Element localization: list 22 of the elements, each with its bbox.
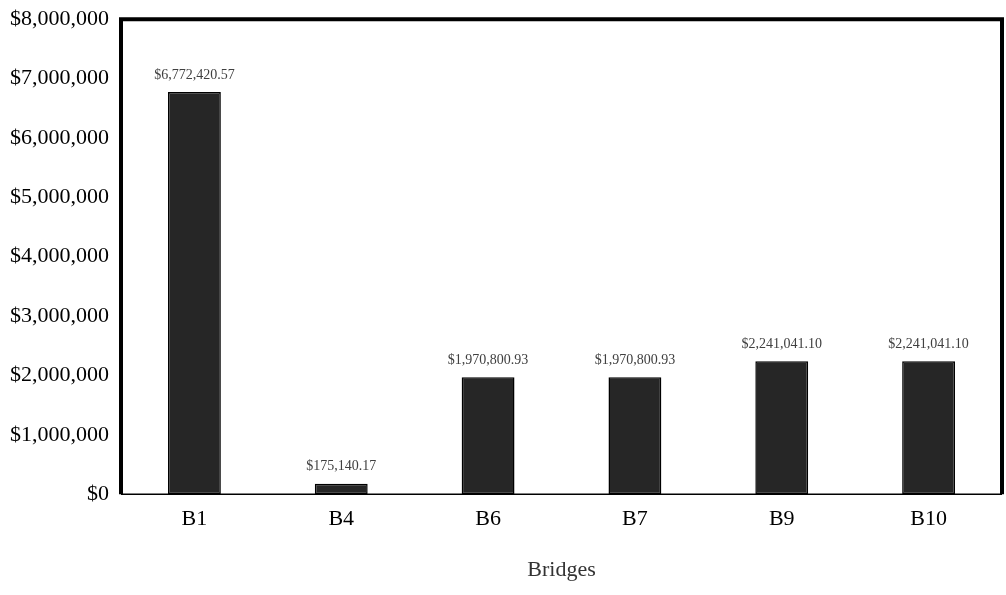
x-tick-label: B7 [622, 505, 648, 531]
data-label: $1,970,800.93 [594, 351, 676, 367]
y-tick-label: $0 [87, 479, 109, 505]
x-tick-label: B6 [475, 505, 501, 531]
y-tick-label: $2,000,000 [10, 361, 109, 387]
y-tick-label: $7,000,000 [10, 64, 109, 90]
data-label: $2,241,041.10 [741, 335, 822, 351]
y-tick-label: $8,000,000 [10, 4, 109, 30]
data-label: $1,970,800.93 [447, 351, 529, 367]
y-tick-label: $4,000,000 [10, 242, 109, 268]
x-tick-label: B1 [181, 505, 208, 531]
y-tick-label: $1,000,000 [10, 420, 109, 446]
x-tick-label: B4 [328, 505, 355, 531]
data-label: $2,241,041.10 [888, 335, 969, 351]
x-axis-title: Bridges [527, 555, 596, 581]
data-label: $175,140.17 [306, 458, 377, 474]
x-tick-label: B9 [768, 505, 795, 531]
data-label: $6,772,420.57 [154, 66, 235, 82]
y-tick-label: $5,000,000 [10, 183, 109, 209]
x-tick-label: B10 [910, 505, 947, 531]
y-tick-label: $3,000,000 [10, 301, 109, 327]
y-tick-label: $6,000,000 [10, 123, 109, 149]
